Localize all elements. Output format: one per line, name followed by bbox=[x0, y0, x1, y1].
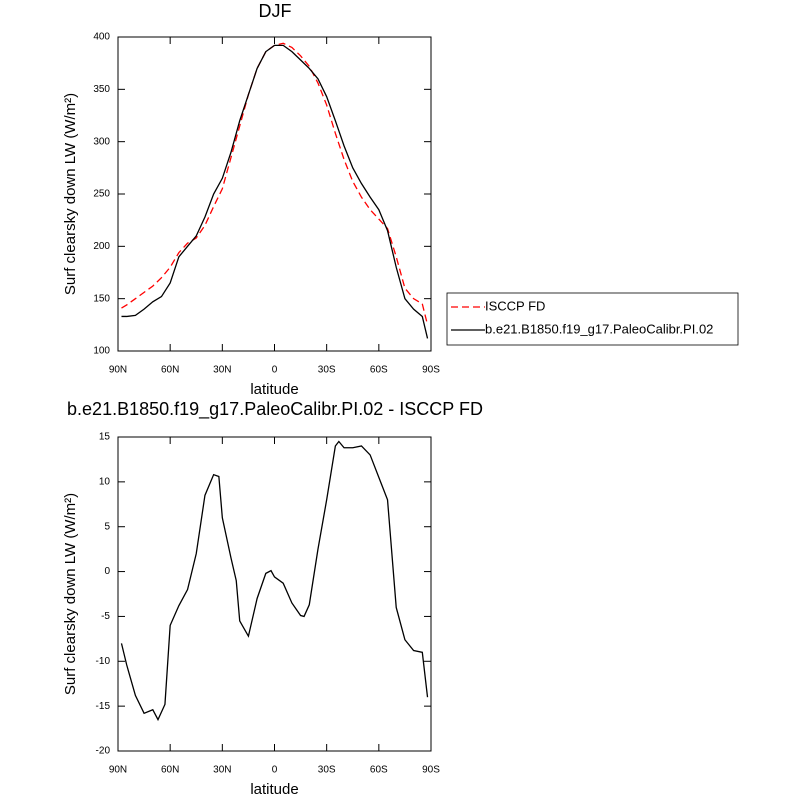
x-tick-label: 0 bbox=[272, 765, 278, 776]
y-tick-label: 0 bbox=[104, 566, 110, 577]
x-axis-label: latitude bbox=[250, 781, 298, 798]
y-tick-label: 400 bbox=[93, 32, 110, 43]
y-tick-label: -20 bbox=[96, 746, 111, 757]
x-tick-label: 30N bbox=[213, 765, 231, 776]
legend-label: ISCCP FD bbox=[485, 298, 545, 313]
y-tick-label: 250 bbox=[93, 189, 110, 200]
x-tick-label: 90S bbox=[422, 765, 440, 776]
data-line bbox=[121, 44, 429, 339]
x-tick-label: 30N bbox=[213, 365, 231, 376]
x-tick-label: 90S bbox=[422, 365, 440, 376]
x-tick-label: 30S bbox=[318, 765, 336, 776]
y-tick-label: 100 bbox=[93, 346, 110, 357]
x-tick-label: 90N bbox=[109, 365, 127, 376]
y-tick-label: 10 bbox=[99, 476, 111, 487]
y-axis-label: Surf clearsky down LW (W/m²) bbox=[62, 493, 79, 695]
data-line bbox=[120, 440, 429, 722]
legend-box bbox=[446, 292, 739, 346]
y-tick-label: 200 bbox=[93, 241, 110, 252]
chart-title: DJF bbox=[259, 1, 292, 21]
x-axis-label: latitude bbox=[250, 381, 298, 398]
plot-frame bbox=[117, 436, 432, 752]
x-tick-label: 60S bbox=[370, 365, 388, 376]
legend-label: b.e21.B1850.f19_g17.PaleoCalibr.PI.02 bbox=[485, 321, 713, 336]
chart-title: b.e21.B1850.f19_g17.PaleoCalibr.PI.02 - … bbox=[67, 399, 483, 420]
y-axis-label: Surf clearsky down LW (W/m²) bbox=[62, 93, 79, 295]
y-tick-label: 15 bbox=[99, 432, 111, 443]
plot-frame bbox=[117, 36, 432, 352]
x-tick-label: 60S bbox=[370, 765, 388, 776]
y-tick-label: -5 bbox=[101, 611, 110, 622]
x-tick-label: 30S bbox=[318, 365, 336, 376]
y-tick-label: 350 bbox=[93, 84, 110, 95]
y-tick-label: 150 bbox=[93, 293, 110, 304]
y-tick-label: -10 bbox=[96, 656, 111, 667]
y-tick-label: 300 bbox=[93, 136, 110, 147]
x-tick-label: 90N bbox=[109, 765, 127, 776]
x-tick-label: 60N bbox=[161, 765, 179, 776]
x-tick-label: 60N bbox=[161, 365, 179, 376]
y-tick-label: 5 bbox=[104, 521, 110, 532]
y-tick-label: -15 bbox=[96, 701, 111, 712]
data-line bbox=[121, 42, 429, 325]
x-tick-label: 0 bbox=[272, 365, 278, 376]
